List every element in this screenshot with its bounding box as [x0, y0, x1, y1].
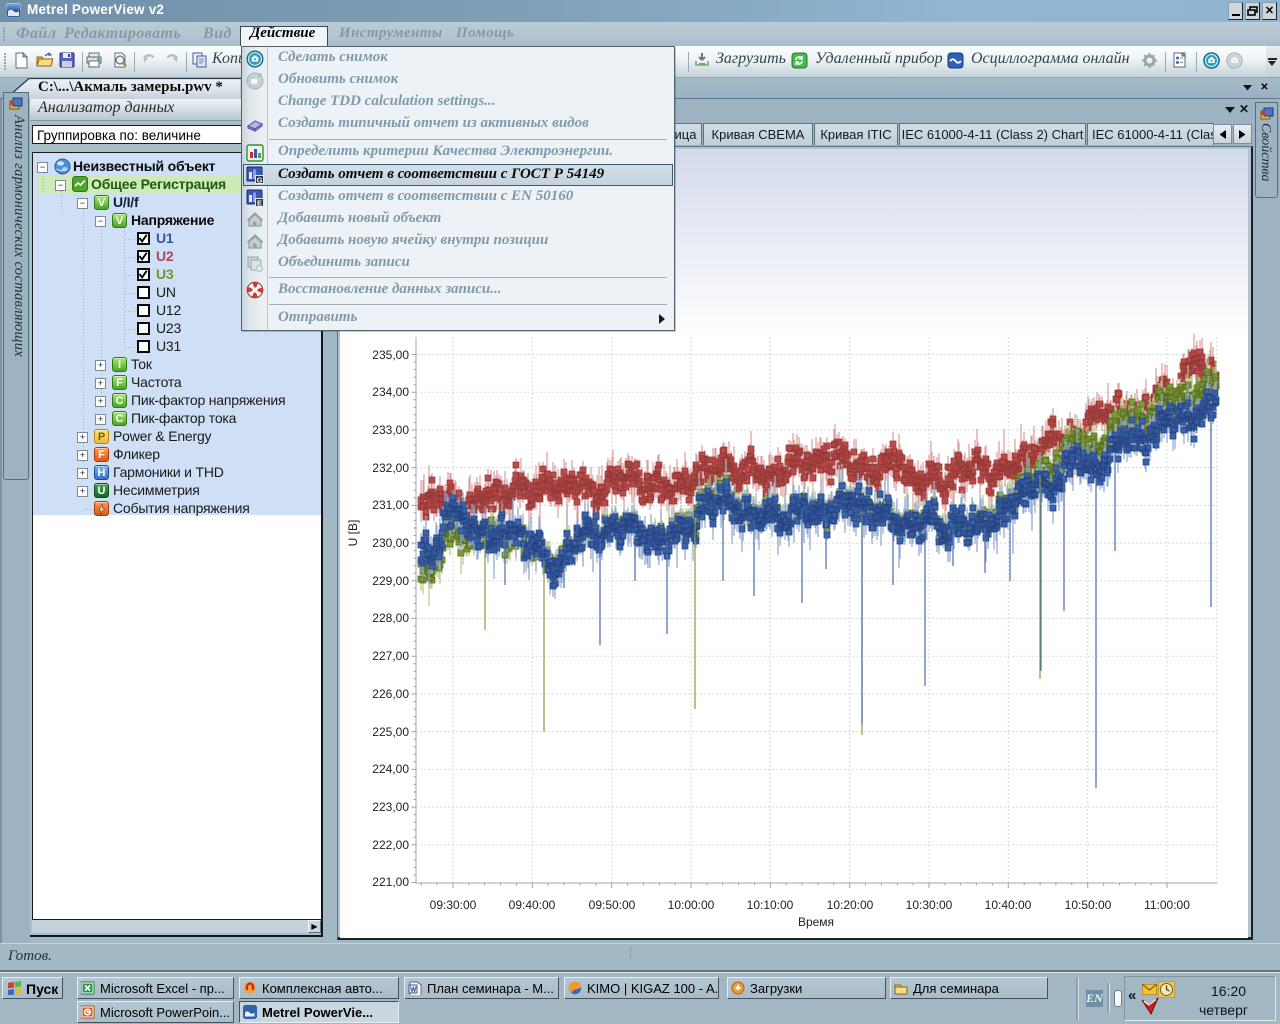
svg-text:228,00: 228,00	[372, 611, 409, 625]
svg-text:10:20:00: 10:20:00	[827, 898, 874, 912]
svg-text:223,00: 223,00	[372, 800, 409, 814]
svg-text:227,00: 227,00	[372, 649, 409, 663]
svg-text:E: E	[257, 198, 262, 207]
svg-text:224,00: 224,00	[372, 762, 409, 776]
svg-text:09:40:00: 09:40:00	[509, 898, 556, 912]
svg-text:Время: Время	[798, 915, 834, 929]
svg-text:10:30:00: 10:30:00	[906, 898, 953, 912]
svg-text:221,00: 221,00	[372, 875, 409, 889]
svg-text:231,00: 231,00	[372, 498, 409, 512]
svg-text:10:50:00: 10:50:00	[1065, 898, 1112, 912]
svg-text:09:50:00: 09:50:00	[589, 898, 636, 912]
svg-text:10:00:00: 10:00:00	[668, 898, 715, 912]
svg-text:230,00: 230,00	[372, 536, 409, 550]
svg-text:235,00: 235,00	[372, 348, 409, 362]
svg-text:U [В]: U [В]	[346, 520, 360, 547]
svg-text:10:10:00: 10:10:00	[747, 898, 794, 912]
svg-text:234,00: 234,00	[372, 385, 409, 399]
svg-text:229,00: 229,00	[372, 574, 409, 588]
svg-text:11:00:00: 11:00:00	[1144, 898, 1190, 912]
svg-text:225,00: 225,00	[372, 725, 409, 739]
svg-text:10:40:00: 10:40:00	[985, 898, 1032, 912]
svg-text:09:30:00: 09:30:00	[430, 898, 477, 912]
svg-text:232,00: 232,00	[372, 461, 409, 475]
svg-text:222,00: 222,00	[372, 838, 409, 852]
svg-text:233,00: 233,00	[372, 423, 409, 437]
svg-text:226,00: 226,00	[372, 687, 409, 701]
svg-text:G: G	[257, 175, 263, 184]
